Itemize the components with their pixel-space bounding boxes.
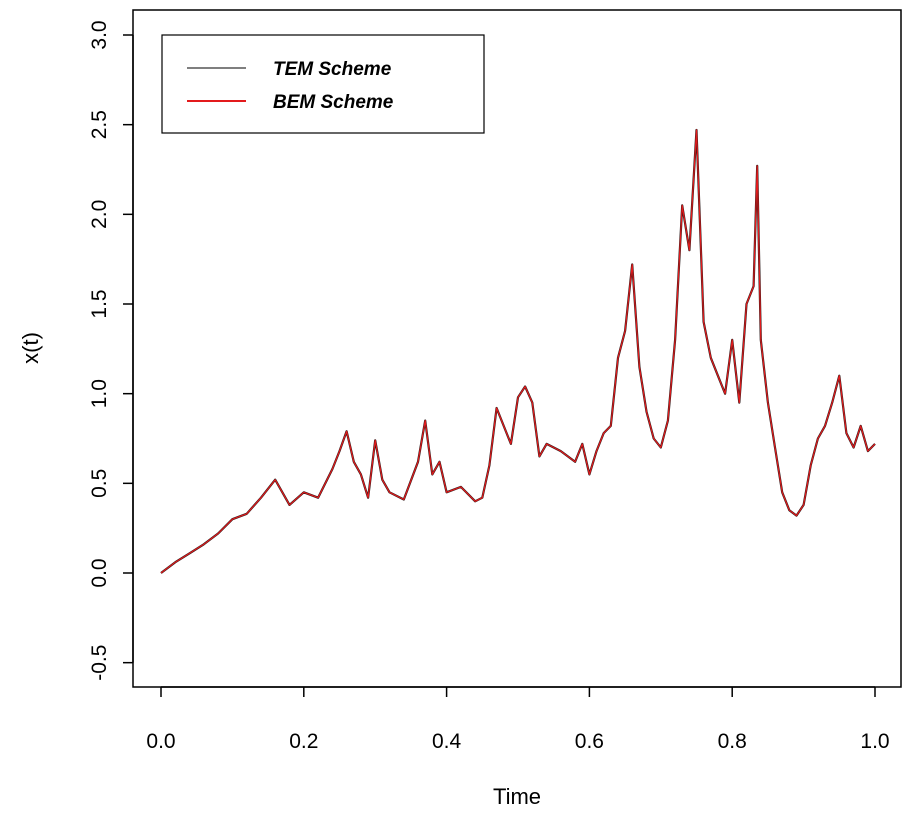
y-axis: -0.5 0.0 0.5 1.0 1.5 2.0 2.5 3.0 <box>88 20 134 681</box>
y-tick-label: 0.0 <box>88 558 111 587</box>
legend-label-bem: BEM Scheme <box>273 92 394 113</box>
legend-label-tem: TEM Scheme <box>273 59 392 80</box>
x-tick-label: 0.6 <box>575 730 604 753</box>
y-tick-label: 1.0 <box>88 379 111 408</box>
series-line-tem-scheme <box>160 128 876 574</box>
x-axis-title: Time <box>493 784 541 809</box>
series-line-bem-scheme <box>160 129 876 574</box>
x-tick-label: 0.4 <box>432 730 462 753</box>
series-layer <box>160 128 876 574</box>
x-tick-label: 1.0 <box>860 730 889 753</box>
y-tick-label: 2.5 <box>88 110 111 139</box>
y-tick-label: 2.0 <box>88 200 111 229</box>
y-axis-title: x(t) <box>18 332 43 364</box>
legend-box <box>161 34 485 134</box>
legend: TEM Scheme BEM Scheme <box>161 34 485 134</box>
y-tick-label: 0.5 <box>88 469 111 498</box>
x-axis: 0.0 0.2 0.4 0.6 0.8 1.0 <box>146 686 890 753</box>
y-tick-label: 3.0 <box>88 20 111 49</box>
y-tick-label: 1.5 <box>88 289 111 318</box>
x-tick-label: 0.8 <box>718 730 747 753</box>
x-tick-label: 0.0 <box>146 730 175 753</box>
y-tick-label: -0.5 <box>88 645 111 681</box>
x-tick-label: 0.2 <box>289 730 318 753</box>
